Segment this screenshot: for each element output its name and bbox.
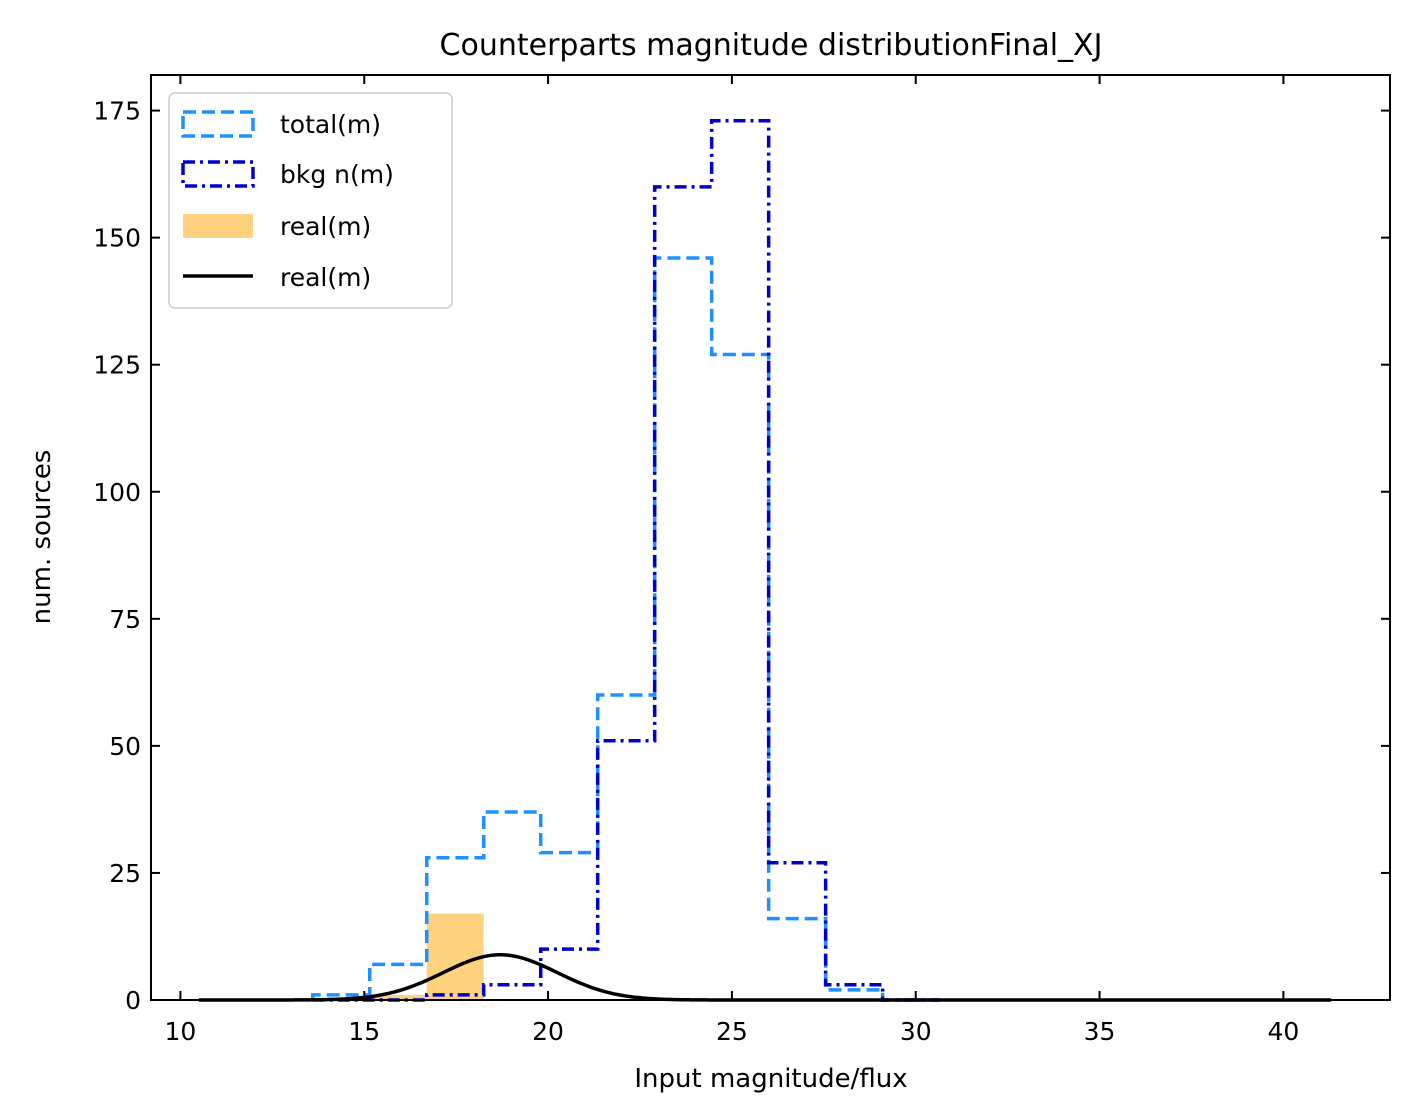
y-tick-label: 100 [93,478,141,507]
axis-ticks: 10 15 20 25 30 35 40 0 25 50 75 100 125 150 175 [93,75,1390,1046]
x-tick-label: 25 [716,1017,748,1046]
legend-label-real-line: real(m) [280,263,371,292]
legend-box [168,92,453,309]
y-tick-label: 125 [93,351,141,380]
y-tick-label: 75 [109,605,141,634]
x-tick-label: 40 [1267,1017,1299,1046]
legend: total(m) bkg n(m) real(m) real(m) [168,92,453,309]
x-tick-label: 35 [1084,1017,1116,1046]
x-axis-label: Input magnitude/flux [634,1064,907,1094]
legend-label-bkg: bkg n(m) [280,160,394,189]
legend-swatch-bkg [181,160,255,188]
y-axis-label: num. sources [27,450,57,625]
x-tick-label: 15 [348,1017,380,1046]
legend-label-total: total(m) [280,110,381,139]
total-histogram-step [311,256,940,1002]
chart-title: Counterparts magnitude distributionFinal… [440,28,1103,63]
legend-swatch-real-bar [183,214,253,238]
bkg-histogram-step [312,118,940,1002]
y-tick-label: 150 [93,224,141,253]
y-tick-label: 50 [109,732,141,761]
y-tick-label: 175 [93,97,141,126]
plot-frame [150,74,1391,1001]
y-tick-label: 0 [125,986,141,1015]
legend-label-real-bar: real(m) [280,212,371,241]
y-tick-label: 25 [109,859,141,888]
x-tick-label: 20 [532,1017,564,1046]
real-histogram-bar [369,994,427,1000]
x-tick-label: 30 [900,1017,932,1046]
legend-swatch-total [181,110,255,138]
real-histogram-bar [426,913,484,1000]
x-tick-label: 10 [165,1017,197,1046]
